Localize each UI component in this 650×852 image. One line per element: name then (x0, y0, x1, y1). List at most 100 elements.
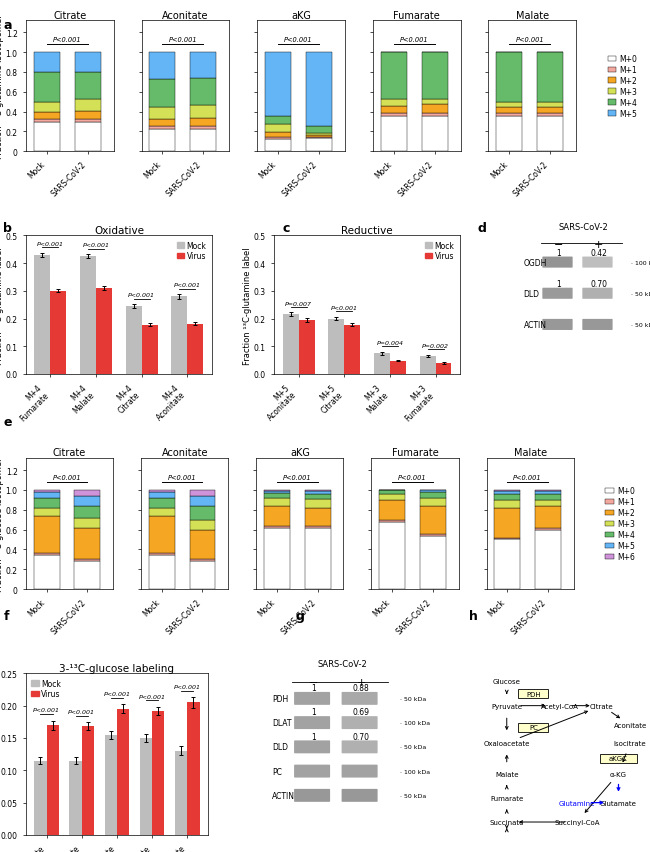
Bar (420, 498, 446, 506)
Bar (305, 528, 331, 590)
Bar (74, 518, 100, 528)
Bar (149, 556, 175, 590)
Bar (537, 114, 563, 118)
Bar (419, 356, 436, 375)
Bar (34, 498, 60, 508)
Title: Fumarate: Fumarate (391, 448, 438, 458)
Bar (305, 499, 331, 508)
Text: P<0.001: P<0.001 (514, 475, 542, 481)
Bar (306, 53, 332, 127)
Text: +: + (356, 677, 366, 688)
Text: aKGC: aKGC (609, 755, 628, 762)
Text: 1: 1 (311, 707, 316, 717)
Text: Glutamine: Glutamine (558, 800, 595, 806)
Bar (172, 297, 187, 375)
Bar (149, 508, 175, 516)
Bar (306, 138, 332, 139)
Bar (175, 751, 187, 835)
Text: P<0.001: P<0.001 (515, 37, 544, 43)
Text: P<0.001: P<0.001 (53, 475, 81, 481)
Text: 0.88: 0.88 (353, 683, 369, 693)
Y-axis label: Fraction ¹³C-glucose isotopomer: Fraction ¹³C-glucose isotopomer (0, 457, 4, 591)
Bar (265, 138, 291, 140)
Bar (190, 530, 215, 560)
Bar (187, 324, 203, 375)
Bar (149, 492, 175, 498)
FancyBboxPatch shape (582, 320, 612, 331)
FancyBboxPatch shape (342, 740, 378, 753)
Bar (187, 703, 200, 835)
Text: SARS-CoV-2: SARS-CoV-2 (558, 223, 608, 232)
FancyBboxPatch shape (294, 717, 330, 729)
FancyBboxPatch shape (294, 740, 330, 753)
Text: +: + (594, 239, 603, 250)
Text: 1: 1 (556, 279, 561, 289)
Bar (379, 520, 405, 522)
Text: Pyruvate: Pyruvate (491, 703, 522, 709)
Bar (494, 491, 520, 492)
Text: P<0.001: P<0.001 (168, 37, 197, 43)
Text: P<0.001: P<0.001 (33, 708, 60, 712)
Bar (150, 80, 176, 107)
Text: P<0.001: P<0.001 (174, 684, 201, 689)
Y-axis label: Fraction ¹³C-glutamine label: Fraction ¹³C-glutamine label (243, 246, 252, 364)
Bar (140, 738, 152, 835)
Bar (74, 506, 100, 518)
Text: b: b (3, 222, 12, 234)
Text: DLAT: DLAT (272, 718, 291, 728)
FancyBboxPatch shape (542, 257, 573, 268)
Text: 0.42: 0.42 (590, 249, 607, 257)
Bar (306, 139, 332, 152)
Text: Succinate: Succinate (489, 819, 524, 825)
Text: P<0.001: P<0.001 (68, 710, 96, 715)
Text: 1: 1 (311, 683, 316, 693)
Text: 1: 1 (311, 732, 316, 740)
Text: · 100 kDa: · 100 kDa (400, 769, 430, 774)
Bar (75, 124, 101, 152)
Title: Reductive: Reductive (341, 226, 393, 235)
Text: P<0.001: P<0.001 (398, 475, 426, 481)
Text: e: e (3, 416, 12, 429)
Text: P<0.001: P<0.001 (331, 306, 358, 311)
Legend: M+0, M+1, M+2, M+3, M+4, M+5: M+0, M+1, M+2, M+3, M+4, M+5 (608, 55, 637, 118)
Text: 1: 1 (556, 249, 561, 257)
FancyBboxPatch shape (294, 765, 330, 778)
Bar (494, 492, 520, 494)
Text: Glutamate: Glutamate (600, 800, 637, 806)
Bar (149, 516, 175, 554)
Bar (420, 506, 446, 534)
Text: · 50 kDa: · 50 kDa (631, 291, 650, 296)
Text: P<0.001: P<0.001 (128, 293, 155, 298)
Legend: Mock, Virus: Mock, Virus (30, 677, 62, 699)
Text: Aconitate: Aconitate (614, 722, 647, 728)
Bar (494, 500, 520, 508)
Bar (264, 528, 290, 590)
Bar (34, 120, 60, 124)
Bar (190, 78, 216, 106)
Bar (190, 491, 215, 497)
Text: P<0.001: P<0.001 (400, 37, 428, 43)
Title: Aconitate: Aconitate (161, 448, 208, 458)
Text: · 100 kDa: · 100 kDa (400, 720, 430, 725)
Bar (190, 130, 216, 152)
Text: Isocitrate: Isocitrate (614, 740, 647, 746)
Text: 0.70: 0.70 (590, 279, 607, 289)
Bar (420, 534, 446, 536)
Text: · 50 kDa: · 50 kDa (631, 323, 650, 327)
Bar (190, 106, 216, 119)
Bar (344, 325, 360, 375)
Bar (75, 112, 101, 120)
Bar (190, 520, 215, 530)
Bar (150, 130, 176, 152)
Text: P<0.001: P<0.001 (138, 694, 166, 699)
Bar (535, 494, 561, 500)
Bar (190, 561, 215, 590)
Text: PC: PC (529, 724, 538, 731)
Bar (74, 528, 100, 560)
Text: · 50 kDa: · 50 kDa (400, 696, 426, 701)
Text: −: − (554, 239, 564, 250)
Bar (152, 711, 164, 835)
Text: P<0.001: P<0.001 (103, 692, 131, 696)
Text: P<0.001: P<0.001 (53, 37, 81, 43)
Text: g: g (296, 609, 305, 622)
